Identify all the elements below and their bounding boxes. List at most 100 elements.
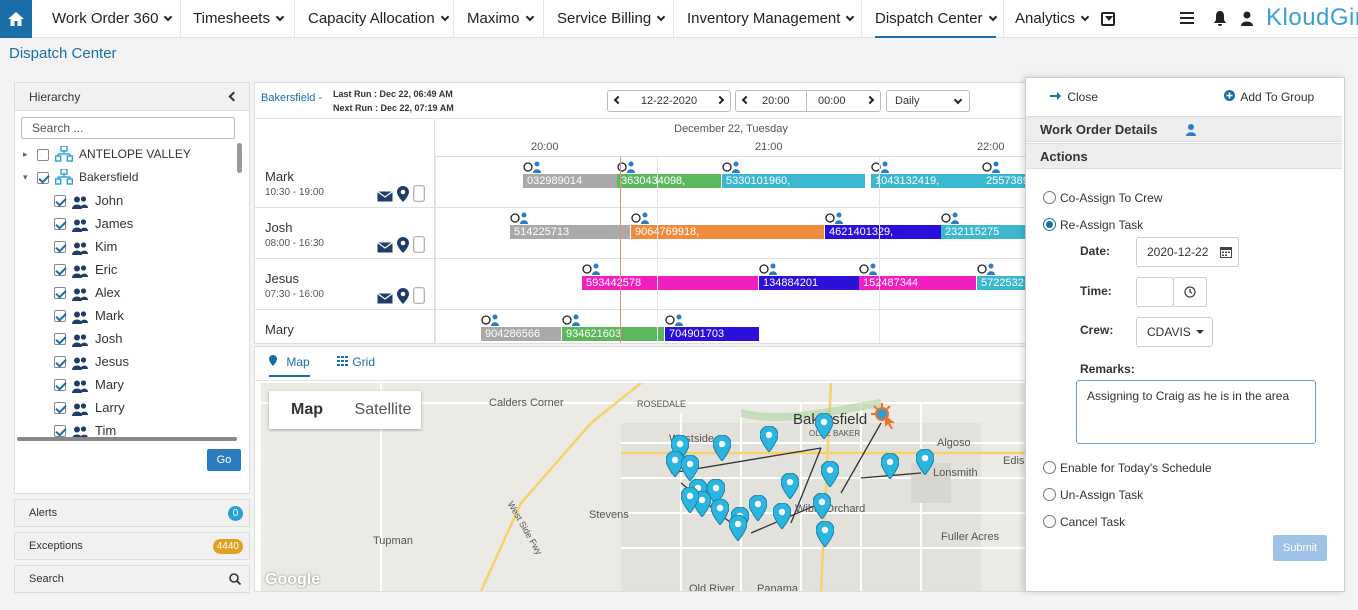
task-status-icon[interactable]	[759, 262, 779, 275]
task-status-icon[interactable]	[722, 160, 742, 173]
hamburger-menu-icon[interactable]	[1180, 12, 1194, 27]
work-order-task[interactable]: 134884201	[759, 276, 859, 290]
work-order-task[interactable]: 5722532	[977, 276, 1025, 290]
map-pin-icon[interactable]	[915, 448, 935, 480]
work-order-task[interactable]: 9064769918,	[631, 225, 824, 239]
crew-checkbox[interactable]	[54, 379, 66, 391]
map-pin-icon[interactable]	[812, 492, 832, 524]
work-order-task[interactable]: 5330101960,	[722, 174, 865, 188]
map-canvas[interactable]: Map Satellite Calders Corner ROSEDALE We…	[261, 383, 1027, 591]
prev-time-icon[interactable]	[741, 95, 751, 105]
search-icon[interactable]	[229, 573, 241, 585]
tree-node[interactable]: ▸ ANTELOPE VALLEY	[15, 143, 239, 166]
nav-analytics[interactable]: Analytics	[1015, 0, 1090, 38]
task-status-icon[interactable]	[510, 211, 530, 224]
map-pin-icon[interactable]	[680, 486, 700, 518]
task-status-icon[interactable]	[825, 211, 845, 224]
exceptions-section[interactable]: Exceptions 4440	[14, 532, 250, 560]
go-button[interactable]: Go	[207, 449, 241, 471]
crew-tree-item[interactable]: Kim	[15, 235, 239, 258]
tree-horizontal-scrollbar[interactable]	[17, 437, 237, 441]
envelope-icon[interactable]	[377, 293, 393, 304]
crew-checkbox[interactable]	[54, 287, 66, 299]
date-picker[interactable]: 12-22-2020	[607, 90, 731, 112]
map-type-satellite[interactable]: Satellite	[354, 401, 412, 418]
crew-select[interactable]: CDAVIS	[1136, 317, 1213, 347]
next-time-icon[interactable]	[865, 95, 875, 105]
task-status-icon[interactable]	[859, 262, 879, 275]
crew-tree-item[interactable]: Mark	[15, 304, 239, 327]
search-section[interactable]: Search	[14, 565, 250, 593]
work-order-task[interactable]: 152487344	[859, 276, 976, 290]
home-button[interactable]	[0, 0, 32, 38]
location-pin-icon[interactable]	[397, 186, 409, 202]
map-pin-icon[interactable]	[748, 494, 768, 526]
map-pin-icon[interactable]	[815, 520, 835, 552]
selected-location-icon[interactable]	[871, 403, 897, 429]
map-pin-icon[interactable]	[780, 472, 800, 504]
task-status-icon[interactable]	[982, 160, 1002, 173]
nav-work-order-360[interactable]: Work Order 360	[52, 0, 173, 38]
tab-map[interactable]: Map	[269, 355, 310, 377]
work-order-task[interactable]: 1043132419,	[871, 174, 982, 188]
task-status-icon[interactable]	[631, 211, 651, 224]
crew-checkbox[interactable]	[54, 402, 66, 414]
mobile-phone-icon[interactable]	[413, 236, 425, 253]
crew-checkbox[interactable]	[54, 264, 66, 276]
crew-row-name[interactable]: Mary	[265, 322, 294, 337]
co-assign-label[interactable]: Co-Assign To Crew	[1060, 191, 1163, 205]
re-assign-label[interactable]: Re-Assign Task	[1060, 218, 1144, 232]
envelope-icon[interactable]	[377, 191, 393, 202]
map-type-map[interactable]: Map	[291, 401, 323, 418]
map-pin-icon[interactable]	[665, 450, 685, 482]
work-order-task[interactable]: 704901703	[665, 327, 759, 341]
map-pin-icon[interactable]	[814, 412, 834, 444]
task-status-icon[interactable]	[977, 262, 997, 275]
cancel-task-radio[interactable]	[1043, 515, 1056, 528]
time-picker-button[interactable]	[1173, 277, 1207, 307]
crew-checkbox[interactable]	[54, 195, 66, 207]
map-pin-icon[interactable]	[712, 434, 732, 466]
work-order-task[interactable]: 4621401329,	[825, 225, 941, 239]
map-pin-icon[interactable]	[710, 498, 730, 530]
time-input[interactable]	[1136, 277, 1174, 307]
nav-dispatch-center[interactable]: Dispatch Center	[875, 0, 997, 38]
hierarchy-search-input[interactable]: Search ...	[21, 117, 235, 139]
collapse-icon[interactable]	[228, 91, 239, 102]
crew-tree-item[interactable]: Mary	[15, 373, 239, 396]
map-pin-icon[interactable]	[759, 425, 779, 457]
crew-tree-item[interactable]: James	[15, 212, 239, 235]
expand-icon[interactable]: ▸	[23, 149, 28, 159]
task-status-icon[interactable]	[582, 262, 602, 275]
crew-checkbox[interactable]	[54, 310, 66, 322]
map-pin-icon[interactable]	[728, 514, 748, 546]
tab-grid[interactable]: Grid	[337, 355, 375, 369]
location-pin-icon[interactable]	[397, 237, 409, 253]
crew-tree-item[interactable]: John	[15, 189, 239, 212]
envelope-icon[interactable]	[377, 242, 393, 253]
prev-date-icon[interactable]	[613, 95, 623, 105]
mobile-phone-icon[interactable]	[413, 287, 425, 304]
map-pin-icon[interactable]	[772, 502, 792, 534]
nav-capacity-allocation[interactable]: Capacity Allocation	[308, 0, 449, 38]
tree-scrollbar[interactable]	[237, 143, 243, 437]
work-order-task[interactable]: 232115275	[941, 225, 1025, 239]
task-status-icon[interactable]	[481, 313, 501, 326]
crew-checkbox[interactable]	[54, 425, 66, 437]
nav-inventory-management[interactable]: Inventory Management	[687, 0, 855, 38]
time-range-picker[interactable]: 20:00 00:00	[735, 90, 881, 112]
work-order-task[interactable]: 514225713	[510, 225, 630, 239]
work-order-task[interactable]: 593442578	[582, 276, 758, 290]
user-icon[interactable]	[1241, 11, 1253, 26]
task-status-icon[interactable]	[871, 160, 891, 173]
map-pin-icon[interactable]	[820, 460, 840, 492]
crew-row-name[interactable]: Mark	[265, 169, 294, 184]
work-order-task[interactable]: 3630434098,	[617, 174, 721, 188]
crew-checkbox[interactable]	[54, 241, 66, 253]
actions-section[interactable]: Actions	[1026, 143, 1342, 169]
add-to-group-link[interactable]: Add To Group	[1224, 90, 1314, 104]
task-status-icon[interactable]	[941, 211, 961, 224]
work-order-task[interactable]: 032989014	[523, 174, 619, 188]
enable-schedule-label[interactable]: Enable for Today's Schedule	[1060, 461, 1212, 475]
crew-tree-item[interactable]: Tim	[15, 419, 239, 437]
